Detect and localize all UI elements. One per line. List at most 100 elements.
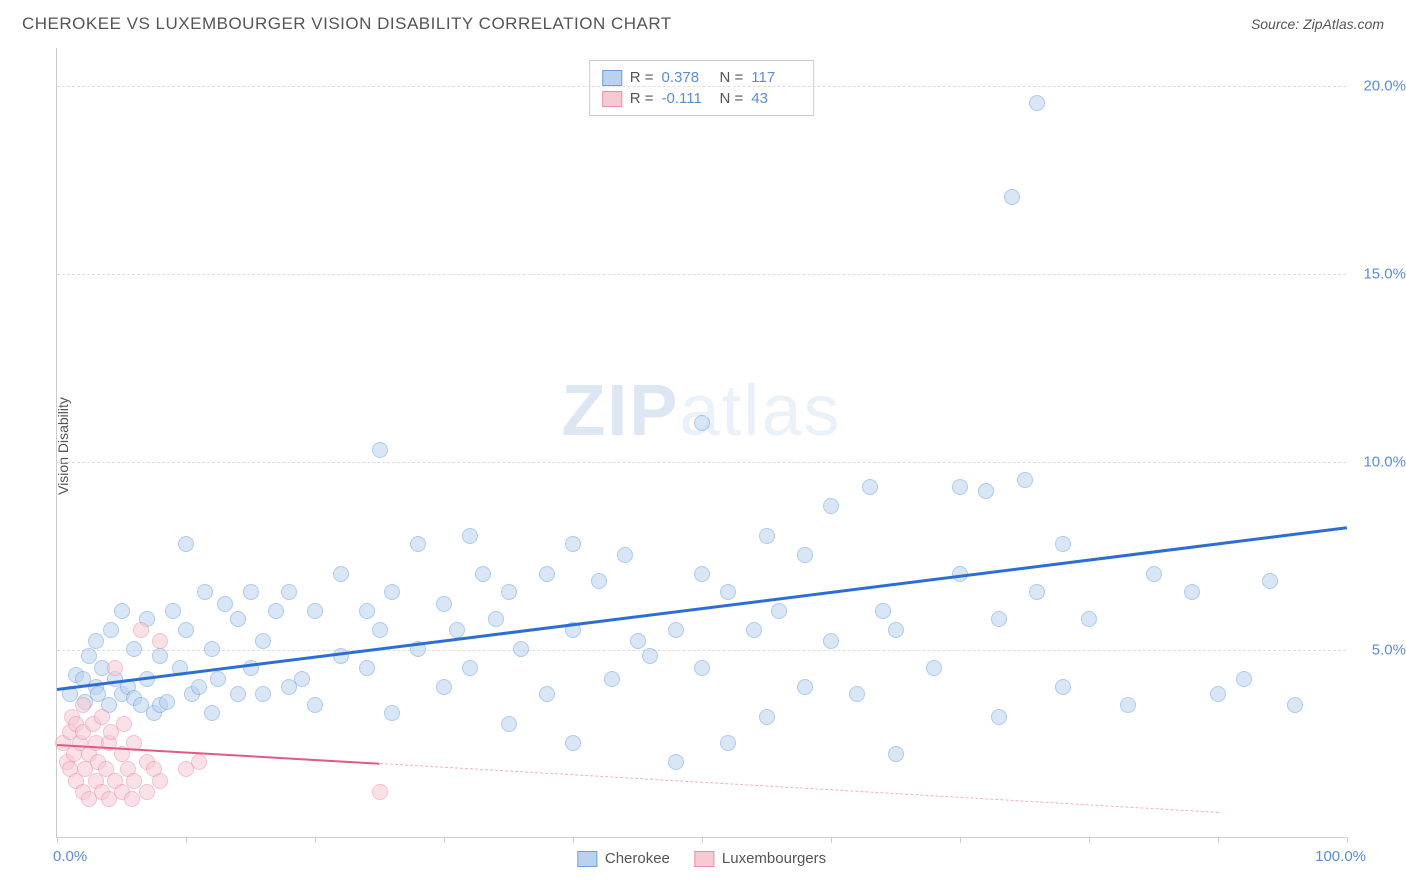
- data-point: [501, 584, 517, 600]
- data-point: [372, 442, 388, 458]
- data-point: [410, 536, 426, 552]
- data-point: [926, 660, 942, 676]
- swatch-cherokee: [577, 851, 597, 867]
- watermark-zip: ZIP: [561, 371, 679, 451]
- data-point: [462, 660, 478, 676]
- y-tick-label: 10.0%: [1363, 453, 1406, 470]
- data-point: [372, 622, 388, 638]
- data-point: [771, 603, 787, 619]
- data-point: [488, 611, 504, 627]
- legend-item-cherokee: Cherokee: [577, 850, 670, 867]
- data-point: [1029, 95, 1045, 111]
- y-tick-label: 15.0%: [1363, 265, 1406, 282]
- data-point: [255, 633, 271, 649]
- n-label: N =: [720, 69, 744, 86]
- data-point: [501, 716, 517, 732]
- data-point: [204, 641, 220, 657]
- source-name: ZipAtlas.com: [1303, 16, 1384, 32]
- x-tick: [960, 837, 961, 843]
- x-axis-max-label: 100.0%: [1315, 848, 1366, 865]
- data-point: [1236, 671, 1252, 687]
- data-point: [513, 641, 529, 657]
- x-tick: [702, 837, 703, 843]
- gridline: [57, 462, 1346, 463]
- data-point: [255, 686, 271, 702]
- data-point: [694, 415, 710, 431]
- data-point: [333, 566, 349, 582]
- x-tick: [1089, 837, 1090, 843]
- data-point: [124, 791, 140, 807]
- gridline: [57, 86, 1346, 87]
- data-point: [978, 483, 994, 499]
- data-point: [991, 709, 1007, 725]
- data-point: [849, 686, 865, 702]
- data-point: [191, 679, 207, 695]
- chart-area: ZIPatlas R = 0.378 N = 117 R = -0.111 N …: [56, 48, 1346, 838]
- plot-region: ZIPatlas R = 0.378 N = 117 R = -0.111 N …: [56, 48, 1346, 838]
- data-point: [1287, 697, 1303, 713]
- data-point: [630, 633, 646, 649]
- data-point: [116, 716, 132, 732]
- data-point: [217, 596, 233, 612]
- n-value-luxembourgers: 43: [751, 90, 801, 107]
- data-point: [539, 686, 555, 702]
- data-point: [694, 566, 710, 582]
- data-point: [384, 584, 400, 600]
- data-point: [159, 694, 175, 710]
- x-axis-min-label: 0.0%: [53, 848, 87, 865]
- data-point: [436, 679, 452, 695]
- data-point: [720, 735, 736, 751]
- data-point: [165, 603, 181, 619]
- data-point: [103, 622, 119, 638]
- x-tick: [1347, 837, 1348, 843]
- data-point: [862, 479, 878, 495]
- data-point: [1081, 611, 1097, 627]
- data-point: [462, 528, 478, 544]
- data-point: [668, 754, 684, 770]
- series-legend: Cherokee Luxembourgers: [577, 850, 826, 867]
- data-point: [1210, 686, 1226, 702]
- x-tick: [1218, 837, 1219, 843]
- x-tick: [444, 837, 445, 843]
- watermark: ZIPatlas: [561, 370, 841, 452]
- source-label: Source:: [1251, 16, 1303, 32]
- data-point: [88, 633, 104, 649]
- data-point: [875, 603, 891, 619]
- data-point: [384, 705, 400, 721]
- data-point: [759, 528, 775, 544]
- y-tick-label: 20.0%: [1363, 77, 1406, 94]
- data-point: [281, 584, 297, 600]
- data-point: [1146, 566, 1162, 582]
- x-tick: [315, 837, 316, 843]
- legend-item-luxembourgers: Luxembourgers: [694, 850, 826, 867]
- x-tick: [573, 837, 574, 843]
- x-tick: [57, 837, 58, 843]
- x-tick: [186, 837, 187, 843]
- data-point: [888, 746, 904, 762]
- data-point: [1029, 584, 1045, 600]
- data-point: [746, 622, 762, 638]
- data-point: [759, 709, 775, 725]
- data-point: [797, 679, 813, 695]
- legend-label-cherokee: Cherokee: [605, 850, 670, 867]
- data-point: [139, 784, 155, 800]
- r-value-luxembourgers: -0.111: [662, 90, 712, 107]
- source-attribution: Source: ZipAtlas.com: [1251, 16, 1384, 32]
- y-tick-label: 5.0%: [1372, 641, 1406, 658]
- data-point: [152, 633, 168, 649]
- data-point: [952, 479, 968, 495]
- data-point: [475, 566, 491, 582]
- data-point: [823, 633, 839, 649]
- data-point: [436, 596, 452, 612]
- x-tick: [831, 837, 832, 843]
- r-label: R =: [630, 69, 654, 86]
- data-point: [642, 648, 658, 664]
- data-point: [359, 660, 375, 676]
- data-point: [204, 705, 220, 721]
- data-point: [191, 754, 207, 770]
- data-point: [243, 584, 259, 600]
- data-point: [565, 735, 581, 751]
- data-point: [1017, 472, 1033, 488]
- data-point: [268, 603, 284, 619]
- data-point: [114, 603, 130, 619]
